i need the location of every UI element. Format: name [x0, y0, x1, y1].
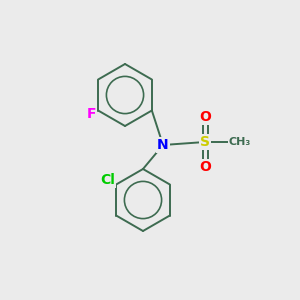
Text: Cl: Cl	[100, 172, 115, 187]
Text: S: S	[200, 135, 210, 149]
Text: O: O	[199, 160, 211, 174]
Text: N: N	[157, 138, 169, 152]
Text: F: F	[86, 107, 96, 122]
Text: O: O	[199, 110, 211, 124]
Text: CH₃: CH₃	[229, 137, 251, 147]
